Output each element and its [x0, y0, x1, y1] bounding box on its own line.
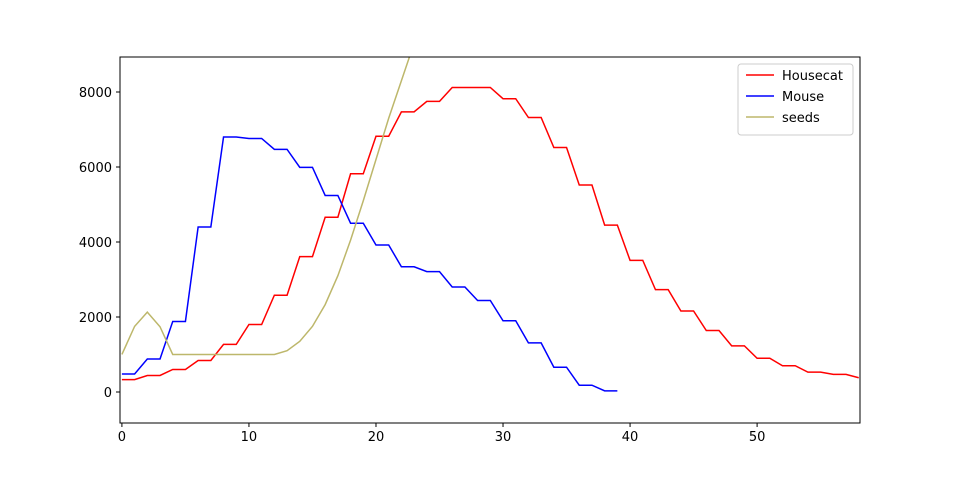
series-line: [121, 136, 618, 392]
x-tick-label: 20: [368, 430, 385, 445]
y-tick-label: 2000: [79, 311, 112, 326]
y-tick-label: 0: [104, 386, 112, 401]
x-tick-label: 40: [622, 430, 639, 445]
legend-label: Housecat: [782, 69, 843, 84]
legend-label: Mouse: [782, 90, 824, 105]
legend-label: seeds: [782, 111, 820, 126]
y-tick-label: 8000: [79, 86, 112, 101]
y-tick-label: 4000: [79, 236, 112, 251]
plot-area: [121, 57, 859, 392]
x-tick-label: 0: [118, 430, 126, 445]
x-tick-label: 50: [749, 430, 766, 445]
series-line: [121, 86, 859, 381]
axes-frame: [119, 56, 861, 424]
series-line: [121, 57, 411, 356]
y-tick-label: 6000: [79, 161, 112, 176]
x-tick-label: 10: [241, 430, 258, 445]
x-tick-label: 30: [495, 430, 512, 445]
